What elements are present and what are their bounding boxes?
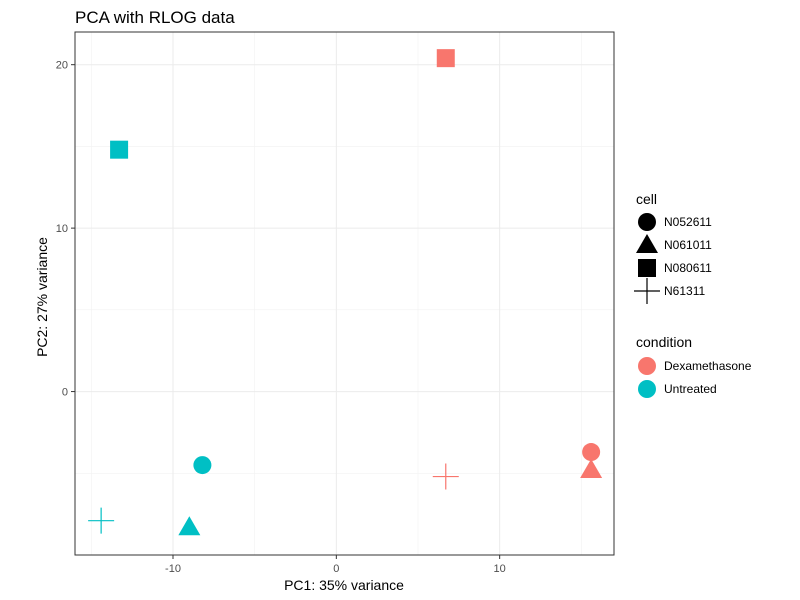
plot-panel-border xyxy=(74,31,615,556)
legend-key-triangle xyxy=(636,234,658,253)
x-tick-label: 0 xyxy=(333,563,339,575)
legend-cell-label: N061011 xyxy=(664,238,712,252)
grid xyxy=(75,32,614,555)
legend-key-cross xyxy=(634,278,660,304)
legend-key-color xyxy=(638,357,656,375)
x-axis-title: PC1: 35% variance xyxy=(284,577,404,593)
legend-cell-label: N080611 xyxy=(664,261,712,275)
data-point-n080611-untreated xyxy=(110,140,129,159)
data-point-n61311-dexamethasone xyxy=(432,463,459,490)
legend-cell-label: N61311 xyxy=(664,284,705,298)
x-tick-label: 10 xyxy=(494,563,506,575)
legend-key-square xyxy=(638,259,656,277)
legend-condition-title: condition xyxy=(636,334,692,350)
legend-condition: condition Dexamethasone Untreated xyxy=(636,334,752,398)
x-tick-label: -10 xyxy=(165,563,181,575)
data-points xyxy=(88,49,603,536)
chart-title: PCA with RLOG data xyxy=(75,8,235,27)
legend-cell-label: N052611 xyxy=(664,215,712,229)
legend-condition-label: Dexamethasone xyxy=(664,359,752,373)
legend-key-circle xyxy=(638,213,656,231)
y-tick-label: 10 xyxy=(56,223,68,235)
data-point-n052611-untreated xyxy=(193,456,212,475)
data-point-n080611-dexamethasone xyxy=(436,49,455,68)
y-tick-label: 0 xyxy=(62,387,68,399)
data-point-n61311-untreated xyxy=(88,507,115,534)
data-point-n061011-dexamethasone xyxy=(580,459,603,479)
x-axis-ticks: -10 0 10 xyxy=(165,555,506,575)
y-axis-title: PC2: 27% variance xyxy=(34,237,50,357)
data-point-n061011-untreated xyxy=(178,516,201,536)
y-tick-label: 20 xyxy=(56,60,68,72)
legend-cell-title: cell xyxy=(636,191,657,207)
data-point-n052611-dexamethasone xyxy=(582,443,601,462)
y-axis-ticks: 0 10 20 xyxy=(56,60,75,399)
legend-condition-label: Untreated xyxy=(664,382,717,396)
legend-cell: cell N052611 N061011 N080611 N61311 xyxy=(634,191,712,304)
legend-key-color xyxy=(638,380,656,398)
